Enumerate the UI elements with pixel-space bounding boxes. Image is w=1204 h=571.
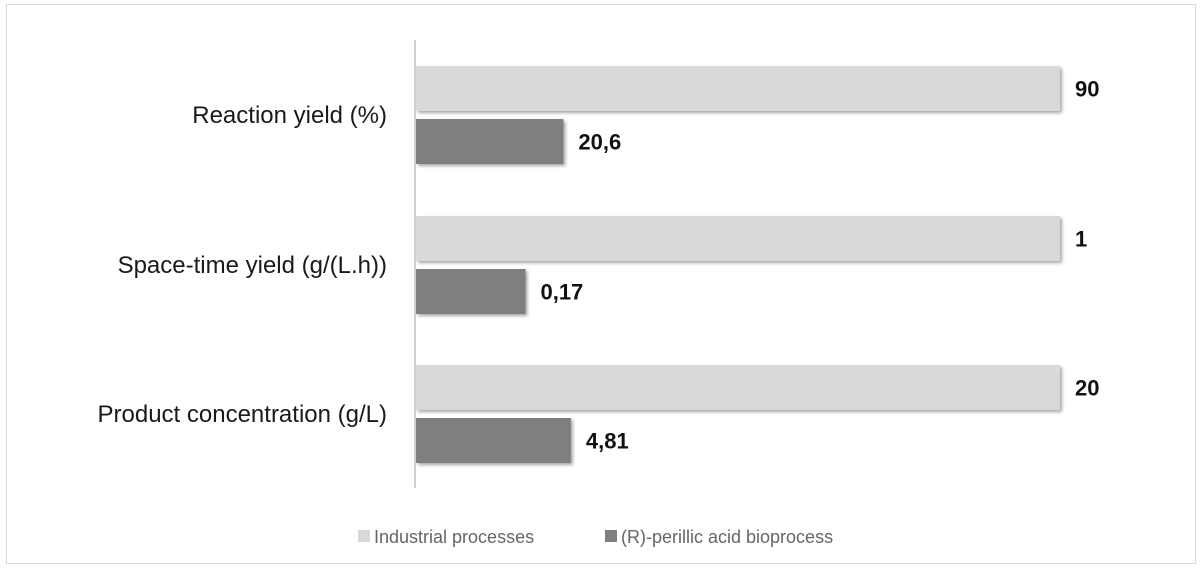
legend-swatch-industrial xyxy=(358,530,370,542)
bars-layer xyxy=(416,66,1060,463)
legend: Industrial processes (R)-perillic acid bi… xyxy=(358,527,833,547)
data-label-industrial-1: 1 xyxy=(1075,227,1087,252)
legend-label-industrial: Industrial processes xyxy=(374,527,534,547)
data-label-industrial-2: 20 xyxy=(1075,376,1099,401)
bar-bioprocess-2 xyxy=(416,418,571,463)
bar-industrial-2 xyxy=(416,365,1060,410)
data-label-bioprocess-1: 0,17 xyxy=(540,280,583,305)
category-label-1: Space-time yield (g/(L.h)) xyxy=(118,252,387,279)
bar-industrial-0 xyxy=(416,66,1060,111)
category-label-2: Product concentration (g/L) xyxy=(98,401,388,428)
data-label-bioprocess-2: 4,81 xyxy=(586,429,629,454)
labels-layer: 90 20,6 Reaction yield (%) 1 0,17 Space-time … xyxy=(98,77,1100,454)
bar-bioprocess-1 xyxy=(416,269,526,314)
legend-swatch-bioprocess xyxy=(605,530,617,542)
category-label-0: Reaction yield (%) xyxy=(192,102,387,129)
legend-label-bioprocess: (R)-perillic acid bioprocess xyxy=(621,527,833,547)
data-label-bioprocess-0: 20,6 xyxy=(578,130,621,155)
bar-industrial-1 xyxy=(416,216,1060,261)
data-label-industrial-0: 90 xyxy=(1075,77,1099,102)
bar-bioprocess-0 xyxy=(416,119,564,164)
